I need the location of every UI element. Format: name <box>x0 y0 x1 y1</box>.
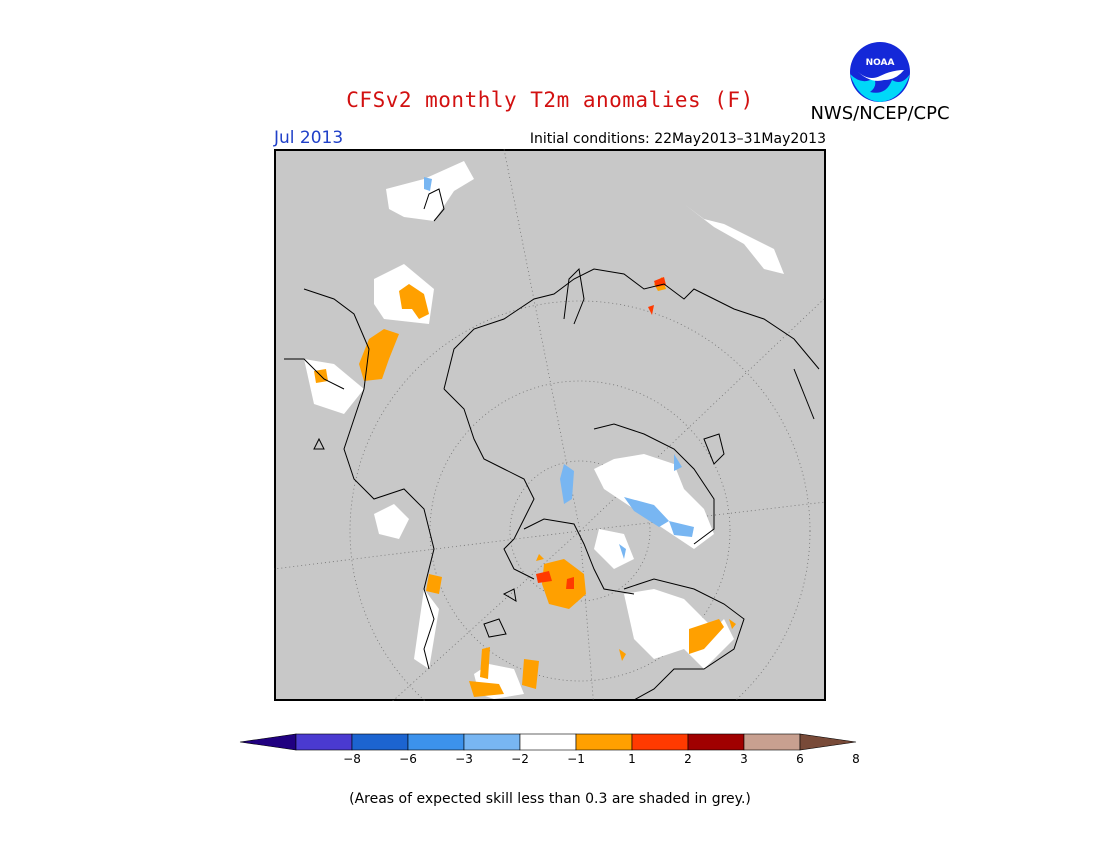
colorbar-tick-label: 6 <box>796 752 804 766</box>
colorbar-tick-label: −8 <box>343 752 361 766</box>
colorbar-bin <box>295 733 353 751</box>
anomaly-map <box>274 149 826 701</box>
colorbar-bin <box>743 733 801 751</box>
colorbar-tick-label: 8 <box>852 752 860 766</box>
colorbar-bin <box>519 733 577 751</box>
colorbar-bin <box>463 733 521 751</box>
colorbar-tick-label: 1 <box>628 752 636 766</box>
map-frame <box>274 149 826 701</box>
target-month: Jul 2013 <box>274 128 344 148</box>
colorbar-tick-label: −6 <box>399 752 417 766</box>
colorbar-bin <box>687 733 745 751</box>
noaa-logo: NOAA <box>850 42 910 102</box>
colorbar-bins <box>239 733 857 751</box>
colorbar-bin <box>351 733 409 751</box>
colorbar-bin <box>407 733 465 751</box>
logo-text: NOAA <box>866 58 895 68</box>
above-normal-regions <box>314 277 736 697</box>
colorbar-bin <box>575 733 633 751</box>
agency-label: NWS/NCEP/CPC <box>810 103 950 124</box>
coastlines <box>284 188 820 701</box>
colorbar-tick-label: −1 <box>567 752 585 766</box>
colorbar-ticks: −8 −6 −3 −2 −1 1 2 3 6 8 <box>343 752 860 766</box>
colorbar-tick-label: 2 <box>684 752 692 766</box>
below-normal-regions <box>424 177 694 559</box>
colorbar-bin <box>239 733 297 751</box>
colorbar-tick-label: −2 <box>511 752 529 766</box>
footnote: (Areas of expected skill less than 0.3 a… <box>349 791 751 807</box>
initial-conditions: Initial conditions: 22May2013–31May2013 <box>529 131 826 147</box>
chart-title: CFSv2 monthly T2m anomalies (F) <box>346 88 754 112</box>
colorbar-tick-label: −3 <box>455 752 473 766</box>
colorbar: −8 −6 −3 −2 −1 1 2 3 6 8 <box>239 733 860 766</box>
colorbar-bin <box>631 733 689 751</box>
colorbar-bin <box>799 733 857 751</box>
colorbar-tick-label: 3 <box>740 752 748 766</box>
